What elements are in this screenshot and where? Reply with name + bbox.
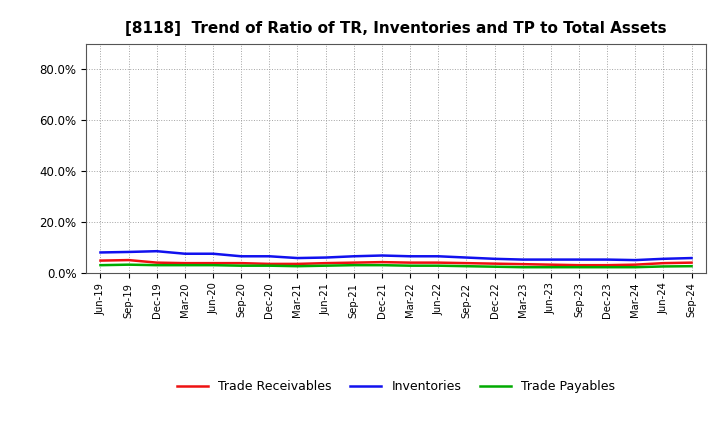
Inventories — [406, 253, 415, 259]
Inventories — [434, 253, 443, 259]
Trade Payables — [181, 263, 189, 268]
Trade Receivables — [209, 260, 217, 266]
Trade Payables — [265, 263, 274, 268]
Inventories — [462, 255, 471, 260]
Inventories — [377, 253, 386, 258]
Line: Inventories: Inventories — [101, 251, 691, 260]
Inventories — [659, 256, 667, 261]
Inventories — [518, 257, 527, 262]
Trade Receivables — [462, 260, 471, 266]
Trade Payables — [237, 263, 246, 268]
Trade Receivables — [546, 262, 555, 268]
Trade Payables — [209, 263, 217, 268]
Trade Receivables — [518, 261, 527, 267]
Trade Receivables — [96, 258, 105, 263]
Trade Receivables — [321, 260, 330, 266]
Trade Receivables — [349, 260, 358, 265]
Trade Receivables — [687, 260, 696, 265]
Trade Receivables — [181, 260, 189, 266]
Inventories — [603, 257, 611, 262]
Trade Payables — [490, 264, 499, 269]
Trade Payables — [603, 264, 611, 270]
Trade Receivables — [237, 260, 246, 266]
Trade Payables — [575, 264, 583, 270]
Trade Receivables — [631, 262, 639, 268]
Trade Receivables — [406, 260, 415, 265]
Trade Receivables — [125, 257, 133, 263]
Inventories — [237, 253, 246, 259]
Title: [8118]  Trend of Ratio of TR, Inventories and TP to Total Assets: [8118] Trend of Ratio of TR, Inventories… — [125, 21, 667, 36]
Inventories — [293, 255, 302, 260]
Inventories — [181, 251, 189, 257]
Inventories — [265, 253, 274, 259]
Trade Payables — [659, 264, 667, 269]
Trade Payables — [406, 263, 415, 268]
Inventories — [209, 251, 217, 257]
Legend: Trade Receivables, Inventories, Trade Payables: Trade Receivables, Inventories, Trade Pa… — [171, 375, 621, 398]
Inventories — [349, 253, 358, 259]
Inventories — [575, 257, 583, 262]
Trade Receivables — [490, 261, 499, 266]
Trade Payables — [546, 264, 555, 270]
Inventories — [321, 255, 330, 260]
Trade Payables — [631, 264, 639, 270]
Trade Receivables — [153, 260, 161, 265]
Trade Payables — [125, 262, 133, 268]
Trade Payables — [462, 264, 471, 269]
Inventories — [96, 250, 105, 255]
Trade Receivables — [659, 260, 667, 266]
Inventories — [125, 249, 133, 255]
Trade Payables — [293, 264, 302, 269]
Inventories — [631, 257, 639, 263]
Trade Receivables — [434, 260, 443, 265]
Trade Payables — [377, 263, 386, 268]
Trade Receivables — [377, 260, 386, 265]
Inventories — [687, 255, 696, 260]
Trade Receivables — [575, 263, 583, 268]
Trade Payables — [96, 263, 105, 268]
Line: Trade Receivables: Trade Receivables — [101, 260, 691, 265]
Trade Payables — [687, 264, 696, 269]
Trade Payables — [434, 263, 443, 268]
Trade Receivables — [603, 263, 611, 268]
Line: Trade Payables: Trade Payables — [101, 265, 691, 267]
Inventories — [546, 257, 555, 262]
Trade Payables — [349, 263, 358, 268]
Trade Payables — [153, 263, 161, 268]
Trade Payables — [518, 264, 527, 270]
Trade Payables — [321, 263, 330, 268]
Inventories — [153, 249, 161, 254]
Inventories — [490, 256, 499, 261]
Trade Receivables — [265, 261, 274, 267]
Trade Receivables — [293, 261, 302, 267]
